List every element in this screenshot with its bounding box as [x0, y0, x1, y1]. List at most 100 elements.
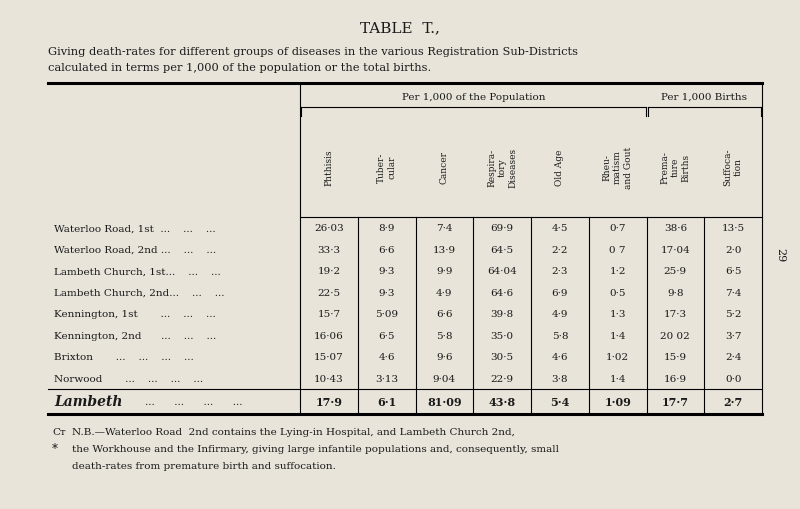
Text: 0·7: 0·7 — [610, 224, 626, 233]
Text: 4·5: 4·5 — [552, 224, 568, 233]
Text: Lambeth Church, 2nd...    ...    ...: Lambeth Church, 2nd... ... ... — [54, 288, 225, 297]
Text: the Workhouse and the Infirmary, giving large infantile populations and, consequ: the Workhouse and the Infirmary, giving … — [72, 445, 559, 454]
Text: 33·3: 33·3 — [318, 245, 341, 254]
Text: 0·0: 0·0 — [725, 374, 742, 383]
Text: 13·5: 13·5 — [722, 224, 745, 233]
Text: *: * — [52, 443, 58, 456]
Text: 5·8: 5·8 — [552, 331, 568, 340]
Text: 5·4: 5·4 — [550, 396, 570, 407]
Text: Giving death-rates for different groups of diseases in the various Registration : Giving death-rates for different groups … — [48, 47, 578, 57]
Text: 1·3: 1·3 — [610, 309, 626, 319]
Text: 1·02: 1·02 — [606, 353, 629, 361]
Text: Prema-
ture
Births: Prema- ture Births — [661, 151, 690, 184]
Text: 4·6: 4·6 — [378, 353, 395, 361]
Text: 9·3: 9·3 — [378, 267, 395, 276]
Text: 8·9: 8·9 — [378, 224, 395, 233]
Text: Per 1,000 of the Population: Per 1,000 of the Population — [402, 92, 545, 101]
Text: 15·07: 15·07 — [314, 353, 344, 361]
Text: 17·7: 17·7 — [662, 396, 689, 407]
Text: Respira-
tory
Diseases: Respira- tory Diseases — [487, 147, 517, 187]
Text: 9·6: 9·6 — [436, 353, 453, 361]
Text: Cᴛ: Cᴛ — [52, 428, 66, 437]
Text: Per 1,000 Births: Per 1,000 Births — [662, 92, 747, 101]
Text: 6·5: 6·5 — [378, 331, 395, 340]
Text: 2·4: 2·4 — [725, 353, 742, 361]
Text: 15·9: 15·9 — [664, 353, 687, 361]
Text: 17·04: 17·04 — [661, 245, 690, 254]
Text: 25·9: 25·9 — [664, 267, 687, 276]
Text: Lambeth: Lambeth — [54, 394, 122, 409]
Text: 9·3: 9·3 — [378, 288, 395, 297]
Text: Phthisis: Phthisis — [324, 149, 334, 185]
Text: 5·8: 5·8 — [436, 331, 453, 340]
Text: 7·4: 7·4 — [725, 288, 742, 297]
Text: 16·9: 16·9 — [664, 374, 687, 383]
Text: Tuber-
cular: Tuber- cular — [377, 152, 396, 182]
Text: 3·7: 3·7 — [725, 331, 742, 340]
Text: 10·43: 10·43 — [314, 374, 344, 383]
Text: 64·5: 64·5 — [490, 245, 514, 254]
Text: Kennington, 2nd      ...    ...    ...: Kennington, 2nd ... ... ... — [54, 331, 216, 340]
Text: 3·8: 3·8 — [552, 374, 568, 383]
Text: Old Age: Old Age — [555, 149, 564, 185]
Text: ...      ...      ...      ...: ... ... ... ... — [145, 397, 242, 406]
Text: 5·09: 5·09 — [375, 309, 398, 319]
Text: Brixton       ...    ...    ...    ...: Brixton ... ... ... ... — [54, 353, 194, 361]
Text: 2·0: 2·0 — [725, 245, 742, 254]
Text: 64·04: 64·04 — [487, 267, 517, 276]
Text: 69·9: 69·9 — [490, 224, 514, 233]
Text: 38·6: 38·6 — [664, 224, 687, 233]
Text: 6·1: 6·1 — [377, 396, 396, 407]
Text: 0 7: 0 7 — [610, 245, 626, 254]
Text: 4·9: 4·9 — [552, 309, 568, 319]
Text: Kennington, 1st       ...    ...    ...: Kennington, 1st ... ... ... — [54, 309, 216, 319]
Text: death-rates from premature birth and suffocation.: death-rates from premature birth and suf… — [72, 462, 336, 471]
Text: Waterloo Road, 2nd ...    ...    ...: Waterloo Road, 2nd ... ... ... — [54, 245, 216, 254]
Text: 1·09: 1·09 — [604, 396, 631, 407]
Text: 19·2: 19·2 — [318, 267, 341, 276]
Text: 9·8: 9·8 — [667, 288, 684, 297]
Text: 30·5: 30·5 — [490, 353, 514, 361]
Text: 15·7: 15·7 — [318, 309, 341, 319]
Text: 4·9: 4·9 — [436, 288, 453, 297]
Text: 81·09: 81·09 — [427, 396, 462, 407]
Text: 17·3: 17·3 — [664, 309, 687, 319]
Text: 17·9: 17·9 — [315, 396, 342, 407]
Text: 2·7: 2·7 — [723, 396, 742, 407]
Text: 6·9: 6·9 — [552, 288, 568, 297]
Text: Cancer: Cancer — [440, 151, 449, 184]
Text: 13·9: 13·9 — [433, 245, 456, 254]
Text: 0·5: 0·5 — [610, 288, 626, 297]
Text: 29: 29 — [775, 247, 785, 262]
Text: 1·4: 1·4 — [610, 374, 626, 383]
Text: Rheu-
matism
and Gout: Rheu- matism and Gout — [602, 146, 633, 188]
Text: 9·04: 9·04 — [433, 374, 456, 383]
Text: N.B.—Waterloo Road  2nd contains the Lying-in Hospital, and Lambeth Church 2nd,: N.B.—Waterloo Road 2nd contains the Lyin… — [72, 428, 515, 437]
Text: 64·6: 64·6 — [490, 288, 514, 297]
Text: 16·06: 16·06 — [314, 331, 344, 340]
Text: calculated in terms per 1,000 of the population or the total births.: calculated in terms per 1,000 of the pop… — [48, 63, 431, 73]
Text: 1·4: 1·4 — [610, 331, 626, 340]
Text: 2·3: 2·3 — [552, 267, 568, 276]
Text: 39·8: 39·8 — [490, 309, 514, 319]
Text: Lambeth Church, 1st...    ...    ...: Lambeth Church, 1st... ... ... — [54, 267, 221, 276]
Text: 6·5: 6·5 — [725, 267, 742, 276]
Text: 22·5: 22·5 — [318, 288, 341, 297]
Text: 3·13: 3·13 — [375, 374, 398, 383]
Text: 43·8: 43·8 — [489, 396, 516, 407]
Text: 6·6: 6·6 — [378, 245, 395, 254]
Text: 5·2: 5·2 — [725, 309, 742, 319]
Text: 1·2: 1·2 — [610, 267, 626, 276]
Text: 9·9: 9·9 — [436, 267, 453, 276]
Text: 2·2: 2·2 — [552, 245, 568, 254]
Text: 4·6: 4·6 — [552, 353, 568, 361]
Text: 6·6: 6·6 — [436, 309, 453, 319]
Text: 35·0: 35·0 — [490, 331, 514, 340]
Text: 7·4: 7·4 — [436, 224, 453, 233]
Text: Waterloo Road, 1st  ...    ...    ...: Waterloo Road, 1st ... ... ... — [54, 224, 216, 233]
Text: Suffoca-
tion: Suffoca- tion — [723, 149, 743, 186]
Text: 22·9: 22·9 — [490, 374, 514, 383]
Text: TABLE  T.,: TABLE T., — [360, 21, 440, 35]
Text: Norwood       ...    ...    ...    ...: Norwood ... ... ... ... — [54, 374, 203, 383]
Text: 26·03: 26·03 — [314, 224, 344, 233]
